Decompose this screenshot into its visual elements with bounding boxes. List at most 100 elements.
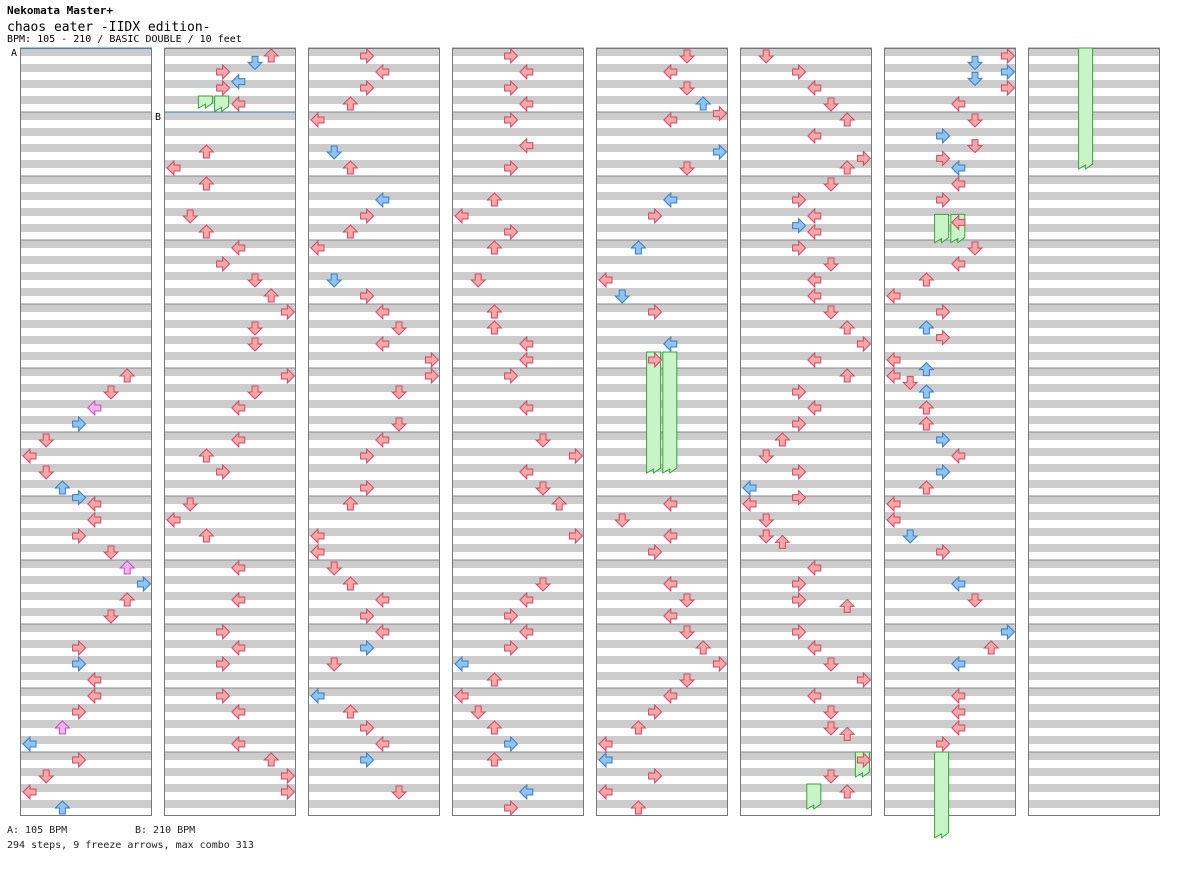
step-arrow-left (519, 463, 534, 481)
step-arrow-down (901, 529, 919, 544)
step-arrow-left (807, 351, 822, 369)
beat-stripe (308, 320, 440, 328)
beat-stripe (1028, 496, 1160, 504)
beat-stripe (164, 784, 296, 792)
beat-stripe (884, 800, 1016, 808)
step-arrow-right (568, 447, 584, 465)
step-arrow-down (757, 449, 775, 464)
beat-stripe (884, 176, 1016, 184)
step-arrow-left (663, 687, 678, 705)
beat-stripe (20, 144, 152, 152)
step-arrow-left (87, 687, 102, 705)
step-arrow-down (246, 55, 264, 71)
beat-stripe (164, 400, 296, 408)
beat-stripe (20, 80, 152, 88)
step-arrow-down (966, 55, 984, 71)
beat-stripe (596, 624, 728, 632)
beat-stripe (596, 736, 728, 744)
beat-stripe (308, 224, 440, 232)
step-arrow-left (87, 399, 102, 417)
beat-stripe (20, 704, 152, 712)
beat-stripe (452, 208, 584, 216)
step-arrow-left (22, 447, 37, 465)
freeze-arrow (854, 751, 870, 778)
beat-stripe (452, 336, 584, 344)
beat-stripe (164, 208, 296, 216)
step-arrow-right (280, 767, 296, 785)
beat-stripe (884, 288, 1016, 296)
beat-stripe (1028, 656, 1160, 664)
beat-stripe (1028, 448, 1160, 456)
beat-stripe (740, 656, 872, 664)
beat-stripe (740, 416, 872, 424)
beat-stripe (164, 176, 296, 184)
beat-stripe (164, 368, 296, 376)
beat-stripe (740, 320, 872, 328)
step-arrow-up (982, 640, 1000, 655)
column-frame (308, 48, 440, 816)
step-arrow-down (678, 81, 696, 96)
step-arrow-left (231, 591, 246, 609)
beat-stripe (308, 688, 440, 696)
beat-stripe (164, 528, 296, 536)
beat-stripe (20, 336, 152, 344)
beat-stripe (1028, 80, 1160, 88)
chart-column (452, 47, 584, 816)
step-arrow-left (22, 735, 37, 753)
beat-stripe (164, 448, 296, 456)
beat-stripe (452, 528, 584, 536)
beat-stripe (308, 368, 440, 376)
beat-stripe (740, 672, 872, 680)
beat-stripe (164, 672, 296, 680)
step-arrow-down (181, 209, 199, 224)
beat-stripe (308, 640, 440, 648)
beat-stripe (884, 624, 1016, 632)
step-arrow-down (325, 657, 343, 672)
beat-stripe (20, 784, 152, 792)
beat-stripe (20, 208, 152, 216)
step-arrow-right (648, 351, 663, 369)
beat-stripe (20, 304, 152, 312)
step-arrow-up (342, 496, 359, 511)
beat-stripe (740, 448, 872, 456)
step-arrow-left (807, 287, 822, 305)
step-arrow-left (166, 511, 181, 529)
step-arrow-right (360, 639, 375, 657)
beat-stripe (884, 528, 1016, 536)
step-arrow-up (198, 528, 215, 543)
step-arrow-up (630, 800, 647, 815)
step-arrow-right (936, 329, 951, 346)
beat-stripe (596, 368, 728, 376)
beat-stripe (308, 592, 440, 600)
beat-stripe (308, 784, 440, 792)
beat-stripe (740, 288, 872, 296)
step-arrow-down (390, 385, 408, 400)
step-arrow-up (54, 800, 71, 815)
beat-stripe (20, 752, 152, 760)
step-arrow-left (886, 367, 901, 385)
freeze-arrow (214, 95, 230, 113)
step-arrow-down (181, 497, 199, 512)
step-arrow-left (951, 575, 966, 593)
step-arrow-right (648, 767, 663, 785)
step-arrow-down (678, 673, 696, 688)
beat-stripe (596, 64, 728, 72)
beat-stripe (740, 640, 872, 648)
beat-stripe (20, 672, 152, 680)
beat-stripe (884, 160, 1016, 168)
beat-stripe (164, 80, 296, 88)
step-arrow-left (951, 175, 966, 193)
beat-stripe (1028, 672, 1160, 680)
step-arrow-left (87, 511, 102, 529)
step-arrow-down (102, 385, 120, 400)
beat-stripe (596, 512, 728, 520)
step-arrow-left (663, 527, 678, 545)
step-arrow-up (694, 640, 712, 655)
beat-stripe (164, 144, 296, 152)
beat-stripe (308, 112, 440, 120)
beat-stripe (308, 528, 440, 536)
beat-stripe (596, 576, 728, 584)
beat-stripe (740, 400, 872, 408)
beat-stripe (308, 96, 440, 104)
bpm-change-marker: B (155, 112, 161, 123)
